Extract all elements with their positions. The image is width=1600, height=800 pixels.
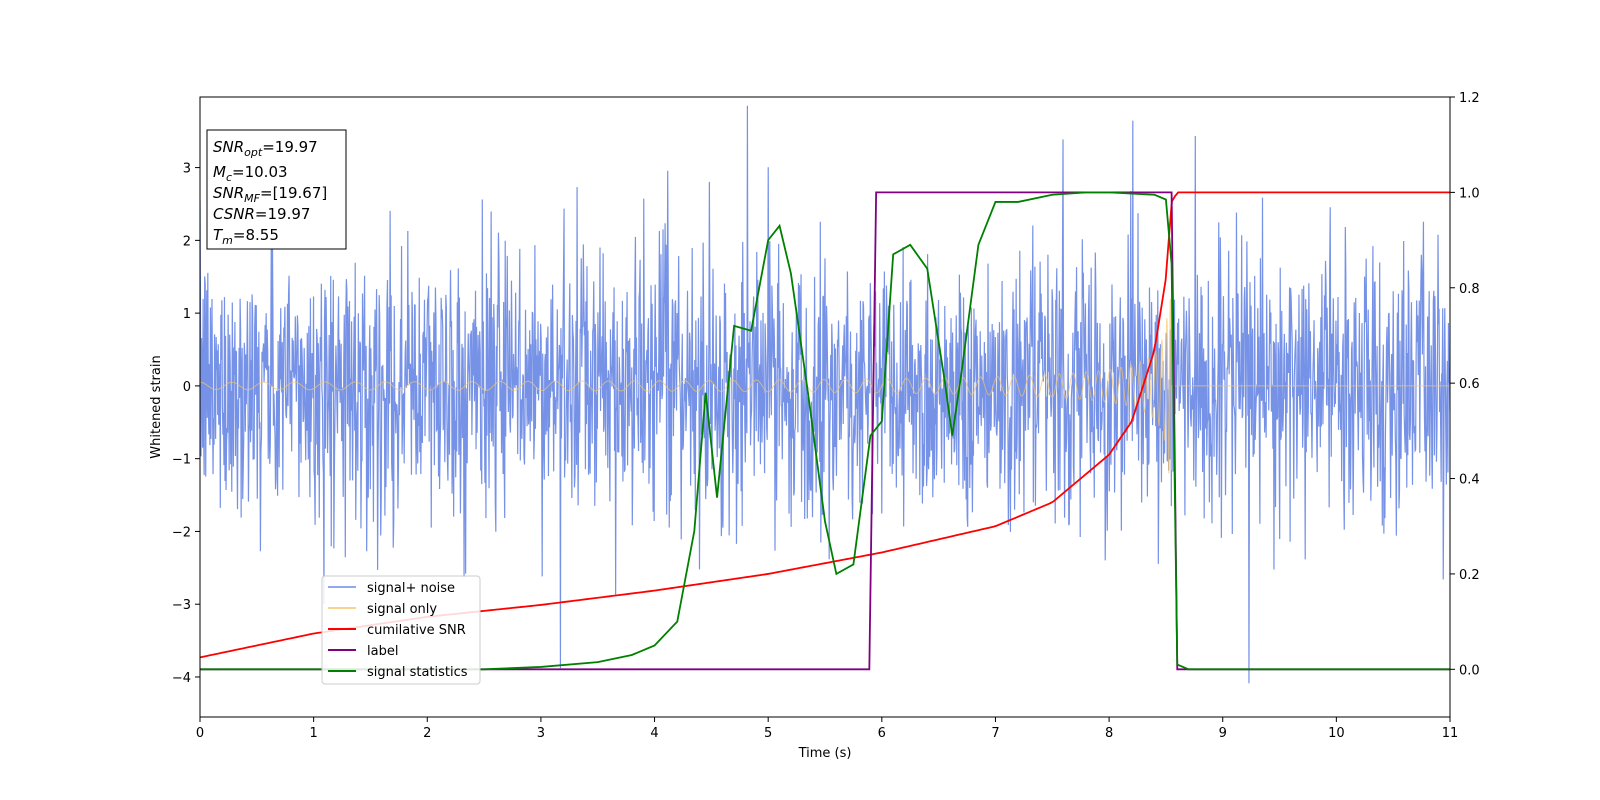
legend-entry: cumilative SNR <box>367 623 466 638</box>
x-tick-label: 0 <box>196 726 204 741</box>
y-left-tick-label: 3 <box>183 162 191 177</box>
x-tick-label: 4 <box>650 726 658 741</box>
info-box: SNRopt=19.97 Mc=10.03SNRMF=[19.67]CSNR=19… <box>206 129 347 250</box>
x-tick-label: 1 <box>309 726 317 741</box>
info-box-csnr: CSNR=19.97 <box>213 205 310 223</box>
y-left-tick-label: −4 <box>172 671 191 686</box>
x-tick-label: 2 <box>423 726 431 741</box>
series-signal-noise <box>200 105 1450 684</box>
legend-entry: signal statistics <box>367 665 468 680</box>
info-box-snr-opt: SNRopt=19.97 <box>213 138 318 159</box>
info-box-tm: Tm=8.55 <box>213 226 279 247</box>
info-box-mc: Mc=10.03 <box>213 163 288 184</box>
axes-frame <box>199 96 1451 718</box>
x-tick-label: 5 <box>764 726 772 741</box>
x-tick-label: 11 <box>1442 726 1459 741</box>
y-axis-label: Whitened strain <box>149 355 164 458</box>
y-left-tick-label: −1 <box>172 453 191 468</box>
ticks-layer: 0 1 2 3 4 5 6 7 8 9 10 113210−1−2−3−41.21.00.80.60.… <box>172 91 1480 741</box>
legend-entry: signal+ noise <box>367 581 455 596</box>
series-signal-statistics <box>200 191 1450 671</box>
y-left-tick-label: 1 <box>183 307 191 322</box>
y-left-tick-label: 2 <box>183 234 191 249</box>
x-axis-label: Time (s) <box>798 746 852 761</box>
legend-frame <box>321 575 481 685</box>
x-tick-label: 10 <box>1328 726 1345 741</box>
y-right-tick-label: 0.2 <box>1459 568 1480 583</box>
x-tick-label: 9 <box>1219 726 1227 741</box>
legend: signal+ noise signal only cumilative SNR la… <box>321 575 481 685</box>
y-right-tick-label: 0.8 <box>1459 282 1480 297</box>
legend-entry: signal only <box>367 602 437 617</box>
y-left-tick-label: 0 <box>183 380 191 395</box>
x-tick-label: 6 <box>878 726 886 741</box>
series-signal-only <box>200 298 1450 474</box>
y-right-tick-label: 0.4 <box>1459 473 1480 488</box>
info-box-snr-mf: SNRMF=[19.67] <box>213 184 327 205</box>
y-left-tick-label: −3 <box>172 598 191 613</box>
y-right-tick-label: 0.6 <box>1459 377 1480 392</box>
y-right-tick-label: 1.0 <box>1459 186 1480 201</box>
x-tick-label: 7 <box>991 726 999 741</box>
legend-entry: label <box>367 644 398 659</box>
y-right-tick-label: 0.0 <box>1459 663 1480 678</box>
info-box-frame <box>206 129 347 250</box>
y-right-tick-label: 1.2 <box>1459 91 1480 106</box>
y-left-tick-label: −2 <box>172 525 191 540</box>
x-tick-label: 3 <box>537 726 545 741</box>
x-tick-label: 8 <box>1105 726 1113 741</box>
